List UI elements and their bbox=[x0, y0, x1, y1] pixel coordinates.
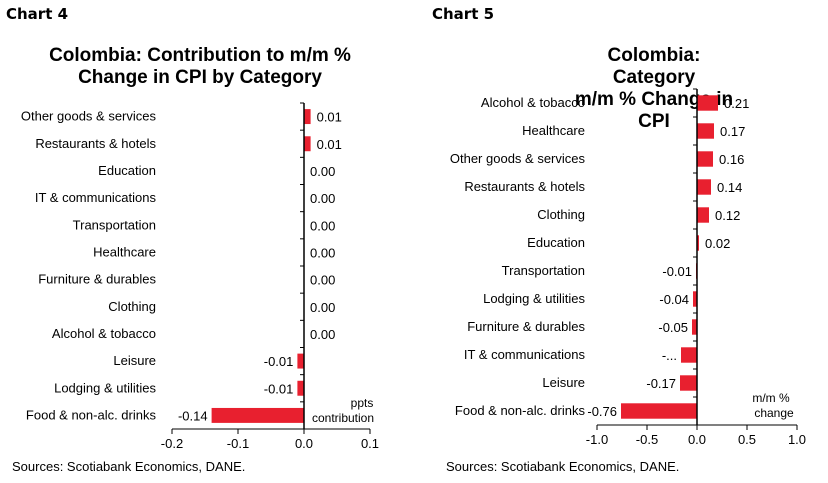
chart5-value-label: 0.16 bbox=[719, 152, 744, 167]
chart5-category-label: Leisure bbox=[542, 375, 585, 390]
chart4-x-tick-label: -0.2 bbox=[161, 436, 183, 451]
chart4-unit-label-line2: contribution bbox=[312, 411, 374, 425]
chart5-source: Sources: Scotiabank Economics, DANE. bbox=[446, 459, 680, 474]
chart4-value-label: 0.01 bbox=[317, 110, 342, 125]
chart5-unit-label-line2: change bbox=[754, 406, 794, 420]
chart5-value-label: 0.21 bbox=[724, 96, 749, 111]
chart4-bar bbox=[297, 380, 304, 396]
chart5-value-label: -0.04 bbox=[659, 292, 689, 307]
chart4-value-label: -0.01 bbox=[264, 381, 294, 396]
chart4-category-label: Clothing bbox=[108, 299, 156, 314]
chart4-category-label: Furniture & durables bbox=[38, 272, 156, 287]
chart5-value-label: 0.17 bbox=[720, 124, 745, 139]
chart5-value-label: -0.17 bbox=[646, 376, 676, 391]
chart4-category-label: Education bbox=[98, 163, 156, 178]
chart4-value-label: 0.00 bbox=[310, 245, 335, 260]
chart4-category-label: Healthcare bbox=[93, 244, 156, 259]
chart5-category-label: Other goods & services bbox=[450, 151, 586, 166]
chart4-bar bbox=[304, 136, 311, 152]
chart5-bar bbox=[681, 347, 697, 363]
chart5-title-line2: m/m % Change in CPI bbox=[574, 89, 734, 132]
chart5-value-label: 0.02 bbox=[705, 236, 730, 251]
chart5-value-label: -0.05 bbox=[658, 320, 688, 335]
chart5-panel-label: Chart 5 bbox=[432, 5, 495, 23]
chart4-value-label: 0.00 bbox=[310, 273, 335, 288]
chart4-bar bbox=[211, 407, 304, 423]
chart5-value-label: 0.14 bbox=[717, 180, 742, 195]
chart5-title: Colombia: Category m/m % Change in CPI bbox=[564, 45, 744, 133]
chart5-category-label: Furniture & durables bbox=[467, 319, 585, 334]
chart5-value-label: 0.12 bbox=[715, 208, 740, 223]
chart5-x-tick-label: 1.0 bbox=[788, 432, 806, 447]
chart4-panel-label: Chart 4 bbox=[6, 5, 69, 23]
chart4-title-line2: Change in CPI by Category bbox=[78, 67, 322, 88]
chart5-bar bbox=[697, 235, 699, 251]
chart5-category-label: IT & communications bbox=[464, 347, 586, 362]
chart4-x-tick-label: 0.1 bbox=[361, 436, 379, 451]
chart5-value-label: -0.01 bbox=[662, 264, 692, 279]
chart5-bar bbox=[697, 151, 713, 167]
chart4-category-label: Lodging & utilities bbox=[54, 380, 156, 395]
chart5-plot: Alcohol & tobacco 0.21 Healthcare 0.17 Other… bbox=[450, 88, 806, 447]
chart5-category-label: Alcohol & tobacco bbox=[481, 95, 585, 110]
chart5-category-label: Food & non-alc. drinks bbox=[455, 403, 586, 418]
chart4-bar bbox=[304, 109, 311, 125]
chart5-x-tick-label: -1.0 bbox=[586, 432, 608, 447]
chart5-x-tick-label: 0.0 bbox=[688, 432, 706, 447]
chart4-value-label: 0.00 bbox=[310, 300, 335, 315]
chart4-bar bbox=[297, 353, 304, 369]
chart4-plot: Other goods & services 0.01 Restaurants & … bbox=[21, 102, 379, 451]
chart5-value-label: -0.76 bbox=[587, 404, 617, 419]
chart4-category-label: Alcohol & tobacco bbox=[52, 326, 156, 341]
chart5-bar bbox=[697, 207, 709, 223]
chart5-category-label: Transportation bbox=[502, 263, 585, 278]
chart4-value-label: 0.00 bbox=[310, 191, 335, 206]
chart4-category-label: Leisure bbox=[113, 353, 156, 368]
chart4-category-label: Other goods & services bbox=[21, 109, 157, 124]
chart4-value-label: 0.00 bbox=[310, 164, 335, 179]
chart4-value-label: 0.01 bbox=[317, 137, 342, 152]
chart4-panel: Chart 4 Colombia: Contribution to m/m % … bbox=[0, 5, 400, 474]
chart5-category-label: Healthcare bbox=[522, 123, 585, 138]
chart5-bar bbox=[697, 95, 718, 111]
chart4-x-tick-label: -0.1 bbox=[227, 436, 249, 451]
chart4-value-label: 0.00 bbox=[310, 218, 335, 233]
chart5-category-label: Lodging & utilities bbox=[483, 291, 585, 306]
chart5-x-tick-label: -0.5 bbox=[636, 432, 658, 447]
chart5-bar bbox=[697, 123, 714, 139]
chart5-title-line1: Colombia: Category bbox=[607, 45, 701, 88]
chart4-category-label: Food & non-alc. drinks bbox=[26, 407, 157, 422]
chart4-title: Colombia: Contribution to m/m % Change i… bbox=[0, 45, 400, 89]
chart5-unit-label-line1: m/m % bbox=[752, 391, 790, 405]
chart4-x-tick-label: 0.0 bbox=[295, 436, 313, 451]
chart5-panel: Chart 5 Colombia: Category m/m % Change … bbox=[414, 0, 828, 483]
chart5-bar bbox=[621, 403, 697, 419]
chart5-bar bbox=[693, 291, 697, 307]
chart5-x-tick-label: 0.5 bbox=[738, 432, 756, 447]
chart5-bar bbox=[697, 179, 711, 195]
chart4-title-line1: Colombia: Contribution to m/m % bbox=[49, 45, 351, 66]
chart4-source: Sources: Scotiabank Economics, DANE. bbox=[12, 459, 246, 474]
chart4-category-label: IT & communications bbox=[35, 190, 157, 205]
chart5-value-label: -... bbox=[662, 348, 677, 363]
chart4-category-label: Restaurants & hotels bbox=[35, 136, 156, 151]
chart5-bar bbox=[692, 319, 697, 335]
chart4-value-label: -0.01 bbox=[264, 354, 294, 369]
chart5-category-label: Restaurants & hotels bbox=[464, 179, 585, 194]
chart4-unit-label-line1: ppts bbox=[351, 396, 374, 410]
chart4-value-label: -0.14 bbox=[178, 408, 208, 423]
chart4-value-label: 0.00 bbox=[310, 327, 335, 342]
chart5-category-label: Clothing bbox=[537, 207, 585, 222]
chart5-category-label: Education bbox=[527, 235, 585, 250]
chart5-bar bbox=[680, 375, 697, 391]
chart4-category-label: Transportation bbox=[73, 217, 156, 232]
